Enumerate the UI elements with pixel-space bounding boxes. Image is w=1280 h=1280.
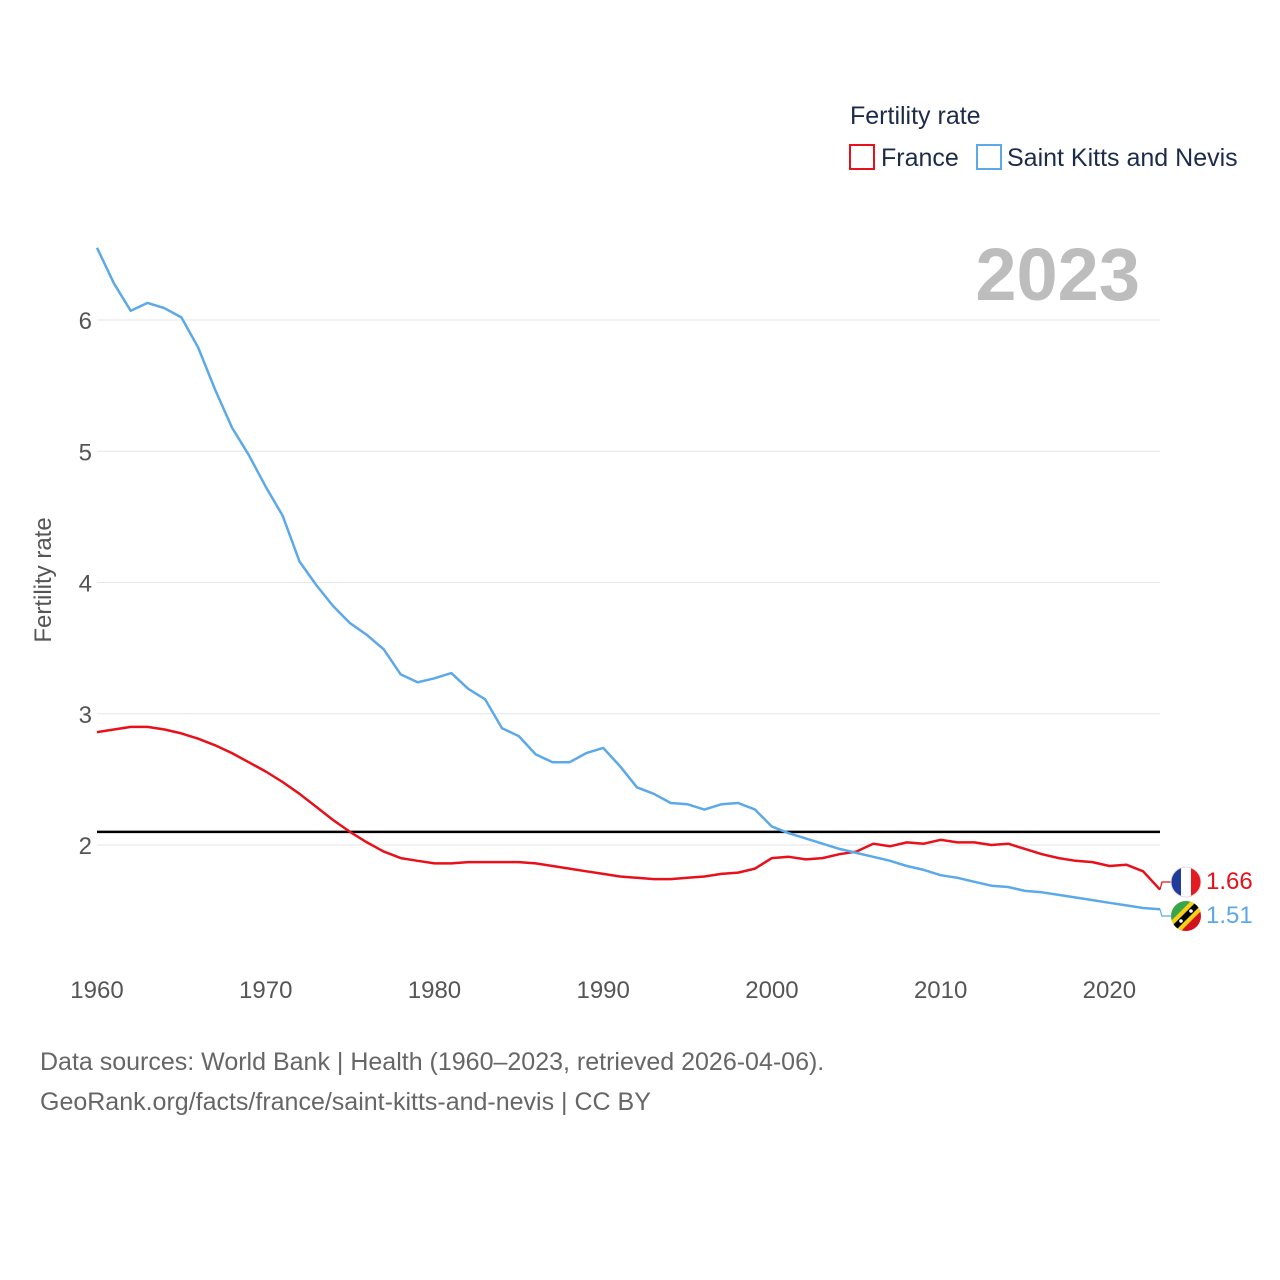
- france-flag-icon: [1170, 866, 1202, 898]
- france-end-value-label: 1.66: [1206, 868, 1253, 895]
- x-tick-label: 2000: [745, 977, 798, 1004]
- series-line-saint-kitts-and-nevis[interactable]: [95, 247, 1161, 911]
- y-tick-label: 5: [79, 439, 92, 466]
- y-axis-title: Fertility rate: [30, 517, 57, 642]
- x-tick-label: 1960: [70, 977, 123, 1004]
- x-axis-ticks: 1960 1970 1980 1990 2000 2010 2020: [70, 977, 1136, 1004]
- x-tick-label: 2010: [914, 977, 967, 1004]
- legend-label-france[interactable]: France: [881, 144, 959, 172]
- legend-swatch-saint-kitts-and-nevis[interactable]: [976, 144, 1002, 170]
- data-source-footer: Data sources: World Bank | Health (1960–…: [40, 1042, 824, 1122]
- gridlines: [97, 319, 1160, 846]
- x-tick-label: 2020: [1083, 977, 1136, 1004]
- saint-kitts-and-nevis-flag-icon: [1171, 901, 1201, 931]
- x-tick-label: 1980: [408, 977, 461, 1004]
- series-line-france[interactable]: [96, 725, 1161, 891]
- end-connector: [1159, 881, 1171, 890]
- source-url-license[interactable]: GeoRank.org/facts/france/saint-kitts-and…: [40, 1088, 651, 1116]
- x-tick-label: 1970: [239, 977, 292, 1004]
- y-axis-ticks: 2 3 4 5 6: [79, 308, 92, 860]
- legend-swatch-france[interactable]: [849, 144, 875, 170]
- year-label: 2023: [975, 233, 1140, 316]
- y-tick-label: 4: [79, 571, 92, 598]
- y-tick-label: 2: [79, 833, 92, 860]
- end-connector: [1159, 909, 1171, 917]
- x-tick-label: 1990: [576, 977, 629, 1004]
- y-tick-label: 6: [79, 308, 92, 335]
- series-lines: [95, 247, 1171, 917]
- y-tick-label: 3: [79, 702, 92, 729]
- saint-kitts-and-nevis-end-value-label: 1.51: [1206, 902, 1253, 929]
- legend-label-saint-kitts-and-nevis[interactable]: Saint Kitts and Nevis: [1007, 144, 1238, 172]
- legend: Fertility rate France Saint Kitts and Ne…: [849, 102, 1238, 172]
- data-source-text: Data sources: World Bank | Health (1960–…: [40, 1048, 825, 1076]
- legend-title: Fertility rate: [850, 102, 981, 130]
